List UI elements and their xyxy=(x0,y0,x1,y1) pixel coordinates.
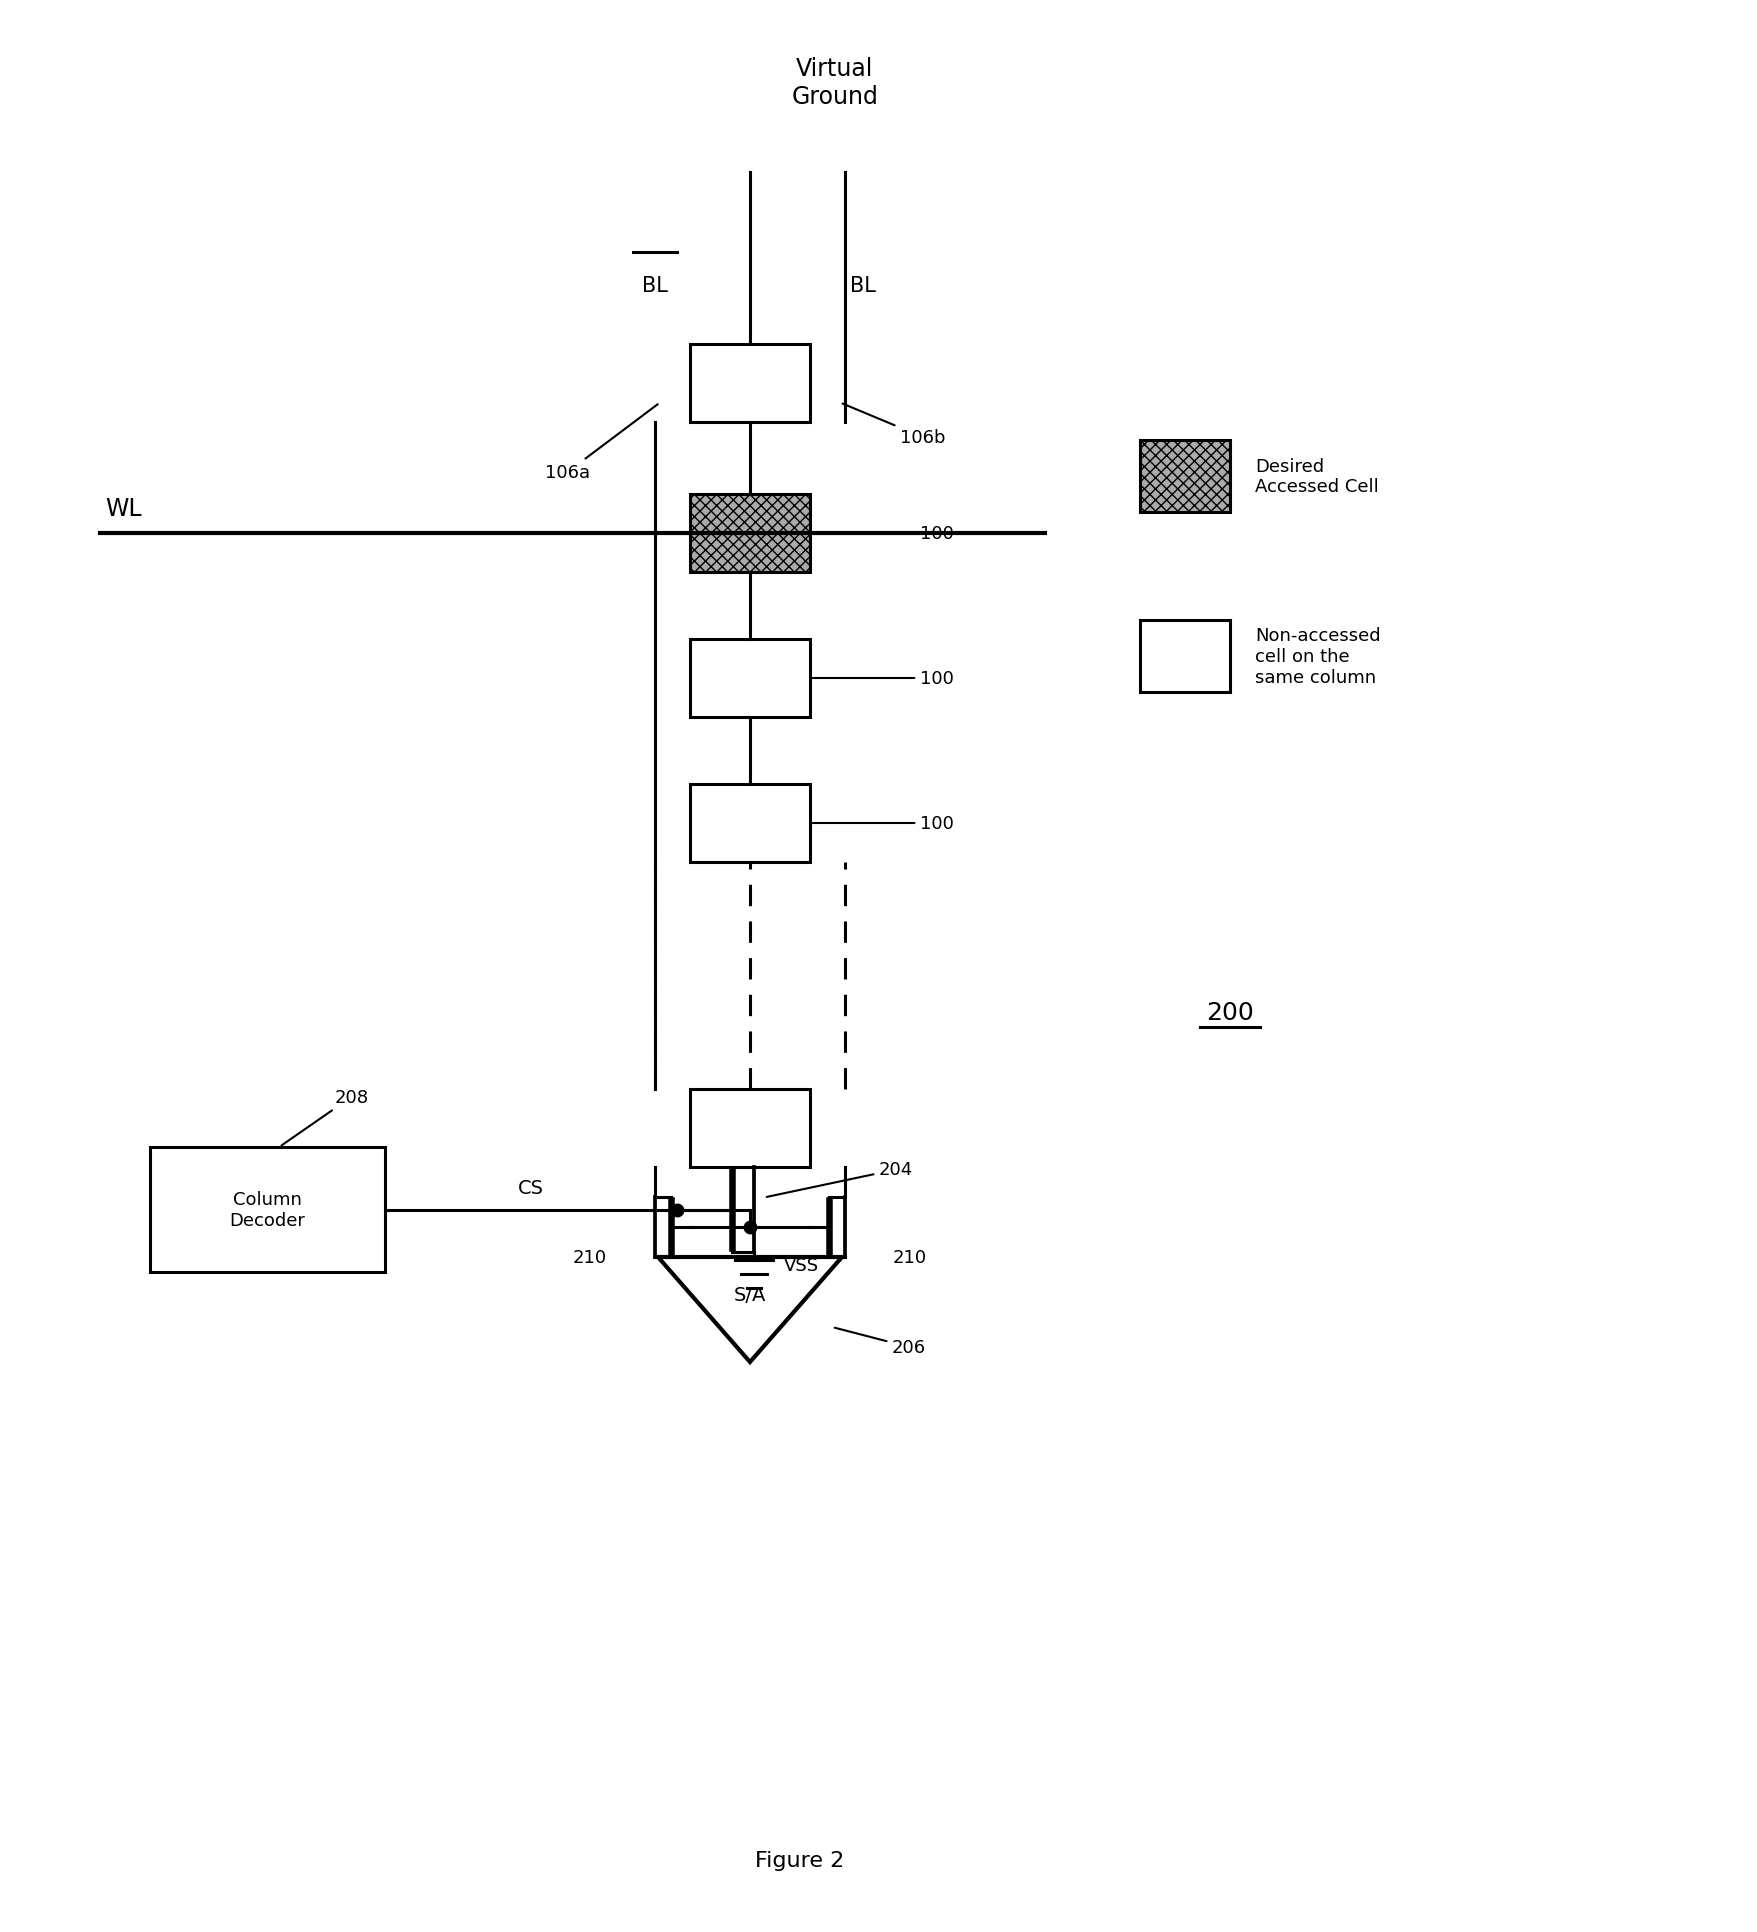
Text: S/A: S/A xyxy=(733,1287,766,1304)
Bar xyxy=(1139,440,1230,512)
Text: Desired
Accessed Cell: Desired Accessed Cell xyxy=(1254,458,1377,497)
Text: 204: 204 xyxy=(766,1161,912,1198)
Text: 106b: 106b xyxy=(842,404,945,446)
Text: 200: 200 xyxy=(1205,1001,1253,1024)
Bar xyxy=(689,495,810,572)
Text: WL: WL xyxy=(105,497,142,522)
Text: 100: 100 xyxy=(812,815,954,833)
Text: 100: 100 xyxy=(812,670,954,688)
Text: BL: BL xyxy=(641,276,668,296)
Text: 210: 210 xyxy=(893,1248,926,1265)
Text: 210: 210 xyxy=(573,1248,606,1265)
Text: BL: BL xyxy=(850,276,875,296)
Bar xyxy=(689,1090,810,1167)
Text: 206: 206 xyxy=(835,1327,926,1356)
Text: CS: CS xyxy=(518,1179,543,1198)
Text: 208: 208 xyxy=(281,1088,369,1146)
Bar xyxy=(689,639,810,717)
Text: Non-accessed
cell on the
same column: Non-accessed cell on the same column xyxy=(1254,626,1379,686)
Text: 106a: 106a xyxy=(545,406,657,481)
Bar xyxy=(149,1148,385,1273)
Text: Virtual
Ground: Virtual Ground xyxy=(791,58,878,108)
Text: VSS: VSS xyxy=(784,1256,819,1275)
Text: 100: 100 xyxy=(812,526,954,543)
Bar xyxy=(689,784,810,862)
Text: Figure 2: Figure 2 xyxy=(756,1851,843,1870)
Bar xyxy=(689,344,810,423)
Text: Column
Decoder: Column Decoder xyxy=(230,1190,306,1229)
Bar xyxy=(1139,620,1230,694)
